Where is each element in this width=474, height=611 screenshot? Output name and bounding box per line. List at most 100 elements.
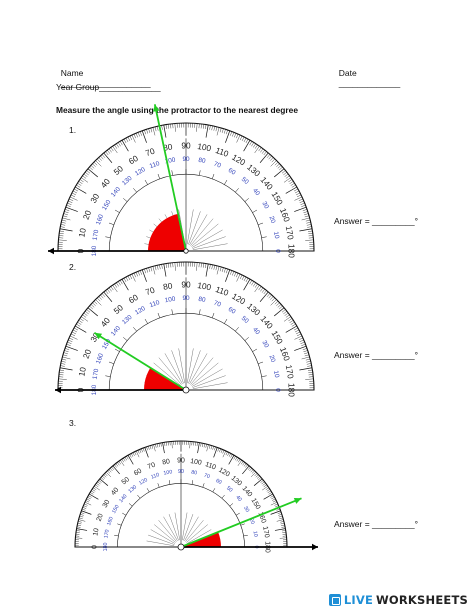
inner-scale-label: 120 xyxy=(138,477,149,487)
scale-tick xyxy=(114,283,118,288)
scale-tick xyxy=(212,446,214,450)
date-field[interactable]: Date _____________ xyxy=(334,58,400,88)
scale-tick xyxy=(59,367,73,371)
scale-tick xyxy=(274,161,279,166)
scale-tick xyxy=(120,460,125,466)
scale-tick xyxy=(209,125,211,130)
centre-fan-line xyxy=(158,520,177,542)
scale-tick xyxy=(65,206,78,212)
scale-tick xyxy=(105,290,109,295)
name-field[interactable]: Name ___________________ xyxy=(56,58,151,88)
answer-field-2[interactable]: Answer = _________° xyxy=(334,350,418,360)
answer-blank[interactable]: _________ xyxy=(372,350,415,360)
outer-scale-label: 90 xyxy=(177,458,185,465)
scale-tick xyxy=(78,181,83,184)
scale-tick xyxy=(270,502,278,506)
scale-tick xyxy=(266,293,271,297)
outer-scale-label: 170 xyxy=(261,526,270,539)
inner-scale-label: 70 xyxy=(203,473,211,481)
scale-tick xyxy=(65,345,78,351)
scale-tick xyxy=(129,274,133,280)
answer-blank[interactable]: _________ xyxy=(372,216,415,226)
scale-tick xyxy=(267,490,271,493)
scale-tick xyxy=(223,129,226,134)
scale-tick xyxy=(139,449,142,453)
scale-tick xyxy=(152,266,156,275)
scale-tick xyxy=(131,453,134,457)
inner-scale-label: 120 xyxy=(134,305,147,317)
scale-tick xyxy=(223,268,226,273)
inner-scale-label: 20 xyxy=(267,354,276,363)
scale-tick xyxy=(115,463,119,467)
inner-scale-label: 90 xyxy=(182,295,190,302)
scale-tick xyxy=(158,443,160,447)
scale-tick xyxy=(236,273,241,282)
scale-tick xyxy=(137,271,140,276)
scale-tick xyxy=(205,124,207,130)
scale-tick xyxy=(59,230,65,232)
scale-tick xyxy=(142,447,145,452)
scale-tick xyxy=(302,348,308,350)
scale-tick xyxy=(274,168,285,178)
scale-tick xyxy=(79,515,84,518)
scale-tick xyxy=(73,188,79,192)
scale-tick xyxy=(165,124,167,130)
scale-tick xyxy=(271,297,276,302)
scale-tick xyxy=(81,508,86,511)
name-blank[interactable]: ___________________ xyxy=(60,78,151,88)
scale-tick xyxy=(74,186,87,194)
inner-scale-label: 70 xyxy=(213,300,222,309)
centre-fan-line xyxy=(186,529,212,544)
scale-tick xyxy=(270,296,274,300)
scale-tick xyxy=(159,264,161,270)
scale-tick xyxy=(213,447,218,458)
scale-tick xyxy=(174,262,176,271)
scale-tick xyxy=(276,508,281,511)
scale-tick xyxy=(254,473,258,477)
inner-scale-label: 170 xyxy=(103,529,110,539)
scale-tick xyxy=(299,339,304,342)
scale-tick xyxy=(100,155,104,160)
date-blank[interactable]: _____________ xyxy=(338,78,401,88)
scale-tick xyxy=(195,442,196,446)
scale-tick xyxy=(219,127,222,133)
scale-tick xyxy=(219,448,221,453)
scale-guide-tick xyxy=(212,312,215,318)
centre-fan-line xyxy=(185,520,204,542)
inner-scale-label: 40 xyxy=(234,495,242,503)
scale-tick xyxy=(98,480,102,483)
scale-tick xyxy=(137,132,140,137)
outer-scale-label: 70 xyxy=(147,462,157,471)
scale-guide-tick xyxy=(144,179,148,185)
scale-tick xyxy=(304,352,309,355)
scale-guide-tick xyxy=(221,494,225,499)
answer-field-1[interactable]: Answer = _________° xyxy=(334,216,418,226)
scale-tick xyxy=(97,481,101,485)
answer-blank[interactable]: _________ xyxy=(372,519,415,529)
year-group-blank[interactable]: _____________ xyxy=(99,82,161,92)
scale-tick xyxy=(270,299,277,306)
year-group-label: Year Group xyxy=(56,82,100,92)
inner-scale-label: 50 xyxy=(225,485,233,493)
measured-arm xyxy=(153,104,187,252)
year-group-field[interactable]: Year Group_____________ xyxy=(56,82,161,92)
scale-tick xyxy=(76,532,80,533)
scale-tick xyxy=(69,335,78,340)
inner-scale-label: 120 xyxy=(134,166,147,178)
scale-tick xyxy=(279,166,283,171)
brand-suffix: WORKSHEETS xyxy=(376,593,468,607)
scale-tick xyxy=(277,512,282,514)
scale-tick xyxy=(285,325,298,333)
outer-scale-label: 170 xyxy=(284,364,296,380)
scale-tick xyxy=(152,127,156,136)
scale-tick xyxy=(110,147,114,152)
inner-scale-label: 70 xyxy=(213,161,222,170)
scale-tick xyxy=(216,127,220,136)
answer-field-3[interactable]: Answer = _________° xyxy=(334,519,418,529)
scale-tick xyxy=(148,128,151,133)
scale-tick xyxy=(64,350,69,353)
scale-tick xyxy=(305,378,314,380)
scale-tick xyxy=(77,183,82,186)
scale-tick xyxy=(141,269,147,282)
scale-guide-tick xyxy=(202,483,205,488)
